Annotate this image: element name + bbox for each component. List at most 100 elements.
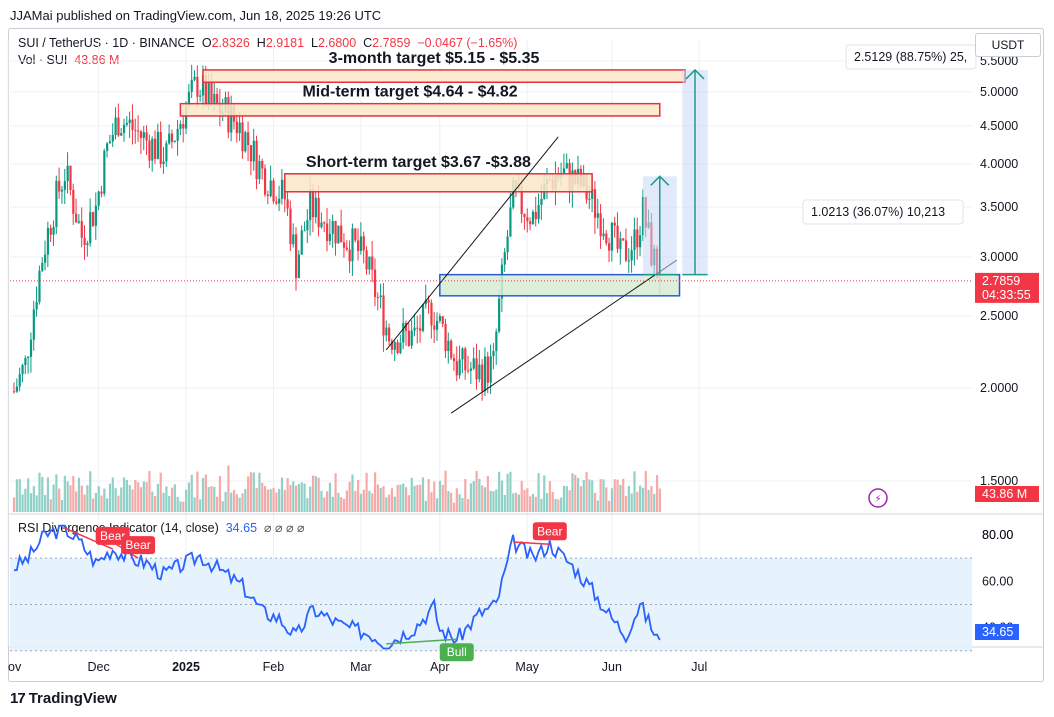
volume-bar [326,491,329,512]
volume-bar [199,499,202,512]
candle-body [201,75,205,96]
candle-body [351,228,354,262]
candle-body [436,320,439,330]
volume-bar [588,479,591,512]
volume-bar [168,495,171,512]
volume-bar [100,495,103,512]
volume-bar [49,499,52,512]
volume-bar [190,474,193,512]
volume-bar [450,492,453,512]
volume-bar [506,473,509,512]
candle-body [295,234,298,279]
divergence-label: Bear [100,529,125,543]
volume-bar [80,485,83,512]
volume-bar [489,490,492,512]
candle-body [520,186,523,215]
volume-bar [571,473,574,512]
low-value: 2.6800 [317,36,357,50]
volume-bar [311,475,315,512]
volume-bar [156,483,160,512]
candle-body [154,138,157,159]
rsi-tick-label: 60.00 [982,574,1013,588]
volume-bar [441,484,444,512]
candle-body [379,295,382,298]
candle-body [588,198,591,200]
volume-bar [60,499,64,512]
volume-bar [145,482,148,512]
candle-body [86,243,89,245]
candle-body [455,361,458,376]
volume-badge [975,486,1039,502]
volume-bar [475,471,478,512]
volume-bar [66,481,69,512]
rsi-line [13,524,661,650]
volume-bar [269,489,272,512]
volume-bar [176,496,179,512]
measure-label: 1.0213 (36.07%) 10,213 [811,205,945,219]
volume-bar [55,474,58,512]
volume-bar [331,496,334,512]
volume-bar [404,487,408,512]
candle-body [562,168,566,174]
candle-body [461,348,464,360]
high-label: H [256,36,266,50]
volume-bar [255,488,258,512]
volume-bar [244,489,247,512]
candle-body [624,240,628,261]
volume-bar [371,493,374,512]
volume-bar [385,497,388,512]
volume-bar [452,502,456,512]
currency-button[interactable]: USDT [975,33,1041,57]
candle-body [565,163,568,169]
volume-bar [139,487,143,512]
volume-bar [357,479,360,512]
volume-bar [531,493,535,512]
candle-body [69,165,72,190]
candle-body [323,222,326,224]
volume-bar [393,496,396,512]
candle-body [179,124,182,129]
time-tick-label: Mar [350,660,372,674]
tradingview-brand[interactable]: 17 TradingView [10,690,117,707]
volume-bar [399,484,402,512]
candle-body [478,364,481,380]
time-tick-label: Apr [430,660,449,674]
candle-body [526,217,529,222]
candle-body [77,221,81,223]
candle-body [498,298,501,332]
candle-body [41,262,44,271]
volume-bar [650,486,653,512]
volume-bar [162,492,165,512]
volume-bar [15,479,19,512]
volume-bar [633,471,636,512]
candle-body [407,330,410,346]
rsi-tick-label: 80.00 [982,528,1013,542]
symbol-name[interactable]: SUI / TetherUS · 1D · BINANCE [18,36,195,50]
volume-bar [210,486,213,512]
target-zone [179,102,661,117]
candle-body [52,227,55,235]
volume-bar [314,476,317,512]
candle-body [32,309,35,340]
candle-body [170,133,174,142]
volume-bar [523,490,526,512]
volume-bar [137,482,140,512]
volume-bar [142,481,145,512]
candle-body [111,135,114,142]
volume-bar [340,497,343,512]
candle-body [458,359,461,376]
candle-body [280,179,284,199]
candle-body [275,201,278,204]
volume-bar [529,496,532,512]
candle-body [72,189,75,214]
candle-body [145,132,148,141]
candle-body [187,91,191,106]
candle-body [540,198,543,205]
candle-body [320,222,323,228]
candle-body [345,247,348,250]
volume-label[interactable]: Vol · SUI [18,53,68,67]
measure-arrow-head [685,68,705,80]
volume-bar [21,494,24,512]
divergence-label: Bull [447,645,467,659]
